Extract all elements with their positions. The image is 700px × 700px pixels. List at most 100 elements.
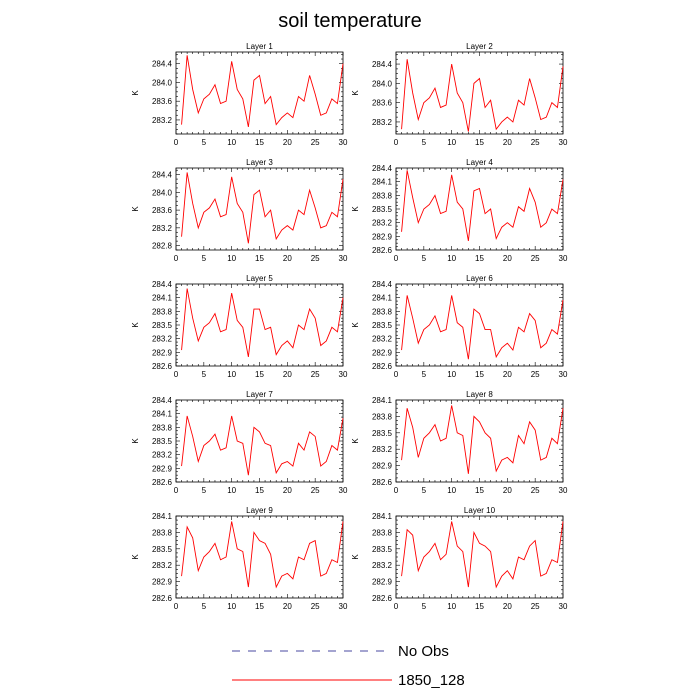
x-tick-label: 30 [559,486,568,495]
y-tick-label: 284.1 [152,294,173,303]
y-axis-label: K [351,206,360,212]
x-tick-label: 30 [559,254,568,263]
plot-frame [175,399,344,483]
panel-title: Layer 9 [246,506,273,515]
legend-label-no-obs: No Obs [398,643,449,660]
x-tick-label: 10 [447,486,456,495]
x-tick-label: 25 [531,254,540,263]
y-tick-label: 284.0 [152,188,173,197]
x-tick-label: 5 [422,254,427,263]
y-tick-label: 282.9 [152,464,173,473]
x-tick-label: 5 [202,370,207,379]
x-tick-label: 0 [394,486,399,495]
panel-title: Layer 7 [246,390,273,399]
y-tick-label: 283.2 [372,445,393,454]
y-tick-label: 284.4 [152,396,173,405]
y-tick-label: 284.1 [372,512,393,521]
y-tick-label: 283.5 [372,321,393,330]
x-tick-label: 20 [283,370,292,379]
x-tick-label: 20 [283,254,292,263]
x-tick-label: 30 [559,138,568,147]
y-tick-label: 283.2 [152,224,173,233]
panel-title: Layer 5 [246,274,273,283]
panel-title: Layer 3 [246,158,273,167]
x-tick-label: 10 [447,370,456,379]
panel-layer-9: Layer 9 0 5 10 15 20 25 30 282.6 282.9 283.2 283.5 2… [131,506,348,611]
panel-layer-6: Layer 6 0 5 10 15 20 25 30 282.6 282.9 283.2 283.5 2… [351,274,568,379]
x-tick-label: 30 [559,370,568,379]
y-tick-label: 283.5 [372,205,393,214]
y-tick-label: 283.8 [372,412,393,421]
x-tick-label: 15 [475,138,484,147]
x-tick-label: 0 [174,138,179,147]
plot-frame [395,51,564,135]
x-tick-label: 25 [311,370,320,379]
panel-layer-1: Layer 1 0 5 10 15 20 25 30 283.2 283.6 284.0 284.4 K [131,42,348,147]
plot-frame [175,283,344,367]
x-tick-label: 20 [283,138,292,147]
y-tick-label: 282.9 [372,232,393,241]
y-tick-label: 284.4 [152,60,173,69]
legend-label-1850-128: 1850_128 [398,672,465,689]
y-axis-label: K [131,206,140,212]
y-tick-label: 283.6 [152,97,173,106]
x-tick-label: 20 [283,486,292,495]
y-tick-label: 283.5 [372,545,393,554]
x-tick-label: 30 [339,602,348,611]
x-tick-label: 0 [174,486,179,495]
x-tick-label: 10 [447,254,456,263]
legend: No Obs 1850_128 [232,643,465,689]
y-tick-label: 283.8 [152,307,173,316]
y-tick-label: 282.9 [372,348,393,357]
y-axis-label: K [131,438,140,444]
y-tick-label: 283.8 [152,423,173,432]
y-tick-label: 283.2 [152,451,173,460]
y-tick-label: 282.6 [152,478,173,487]
y-tick-label: 284.4 [372,60,393,69]
panel-title: Layer 10 [464,506,496,515]
y-tick-label: 283.2 [152,335,173,344]
x-tick-label: 25 [531,138,540,147]
plot-frame [395,399,564,483]
y-tick-label: 282.6 [372,594,393,603]
x-tick-label: 20 [503,370,512,379]
y-tick-label: 284.1 [152,512,173,521]
x-tick-label: 10 [227,370,236,379]
y-tick-label: 283.6 [372,99,393,108]
x-tick-label: 10 [227,602,236,611]
x-tick-label: 5 [422,486,427,495]
x-tick-label: 30 [339,138,348,147]
x-tick-label: 0 [394,254,399,263]
x-tick-label: 30 [339,370,348,379]
x-tick-label: 25 [311,486,320,495]
plot-frame [175,167,344,251]
series-line-1850-128 [401,170,564,241]
x-tick-label: 15 [255,254,264,263]
y-tick-label: 282.6 [152,362,173,371]
y-axis-label: K [351,438,360,444]
y-tick-label: 283.8 [372,528,393,537]
x-tick-label: 20 [503,254,512,263]
x-tick-label: 0 [394,138,399,147]
x-tick-label: 25 [531,602,540,611]
y-tick-label: 282.9 [152,348,173,357]
x-tick-label: 30 [559,602,568,611]
x-tick-label: 10 [447,602,456,611]
panel-layer-4: Layer 4 0 5 10 15 20 25 30 282.6 282.9 283.2 283.5 2… [351,158,568,263]
panel-grid: Layer 10 5 10 15 20 25 30 283.2 283.6 284.0 284.4 K… [131,42,568,611]
y-tick-label: 284.0 [372,79,393,88]
y-tick-label: 283.5 [152,545,173,554]
x-tick-label: 30 [339,486,348,495]
x-tick-label: 25 [311,602,320,611]
x-tick-label: 5 [422,138,427,147]
y-tick-label: 282.9 [152,578,173,587]
y-tick-label: 284.4 [152,171,173,180]
series-line-1850-128 [181,172,344,244]
y-axis-label: K [131,322,140,328]
panel-layer-7: Layer 7 0 5 10 15 20 25 30 282.6 282.9 283.2 283.5 2… [131,390,348,495]
y-tick-label: 283.8 [372,307,393,316]
y-tick-label: 283.8 [372,191,393,200]
x-tick-label: 5 [202,254,207,263]
panel-title: Layer 4 [466,158,493,167]
